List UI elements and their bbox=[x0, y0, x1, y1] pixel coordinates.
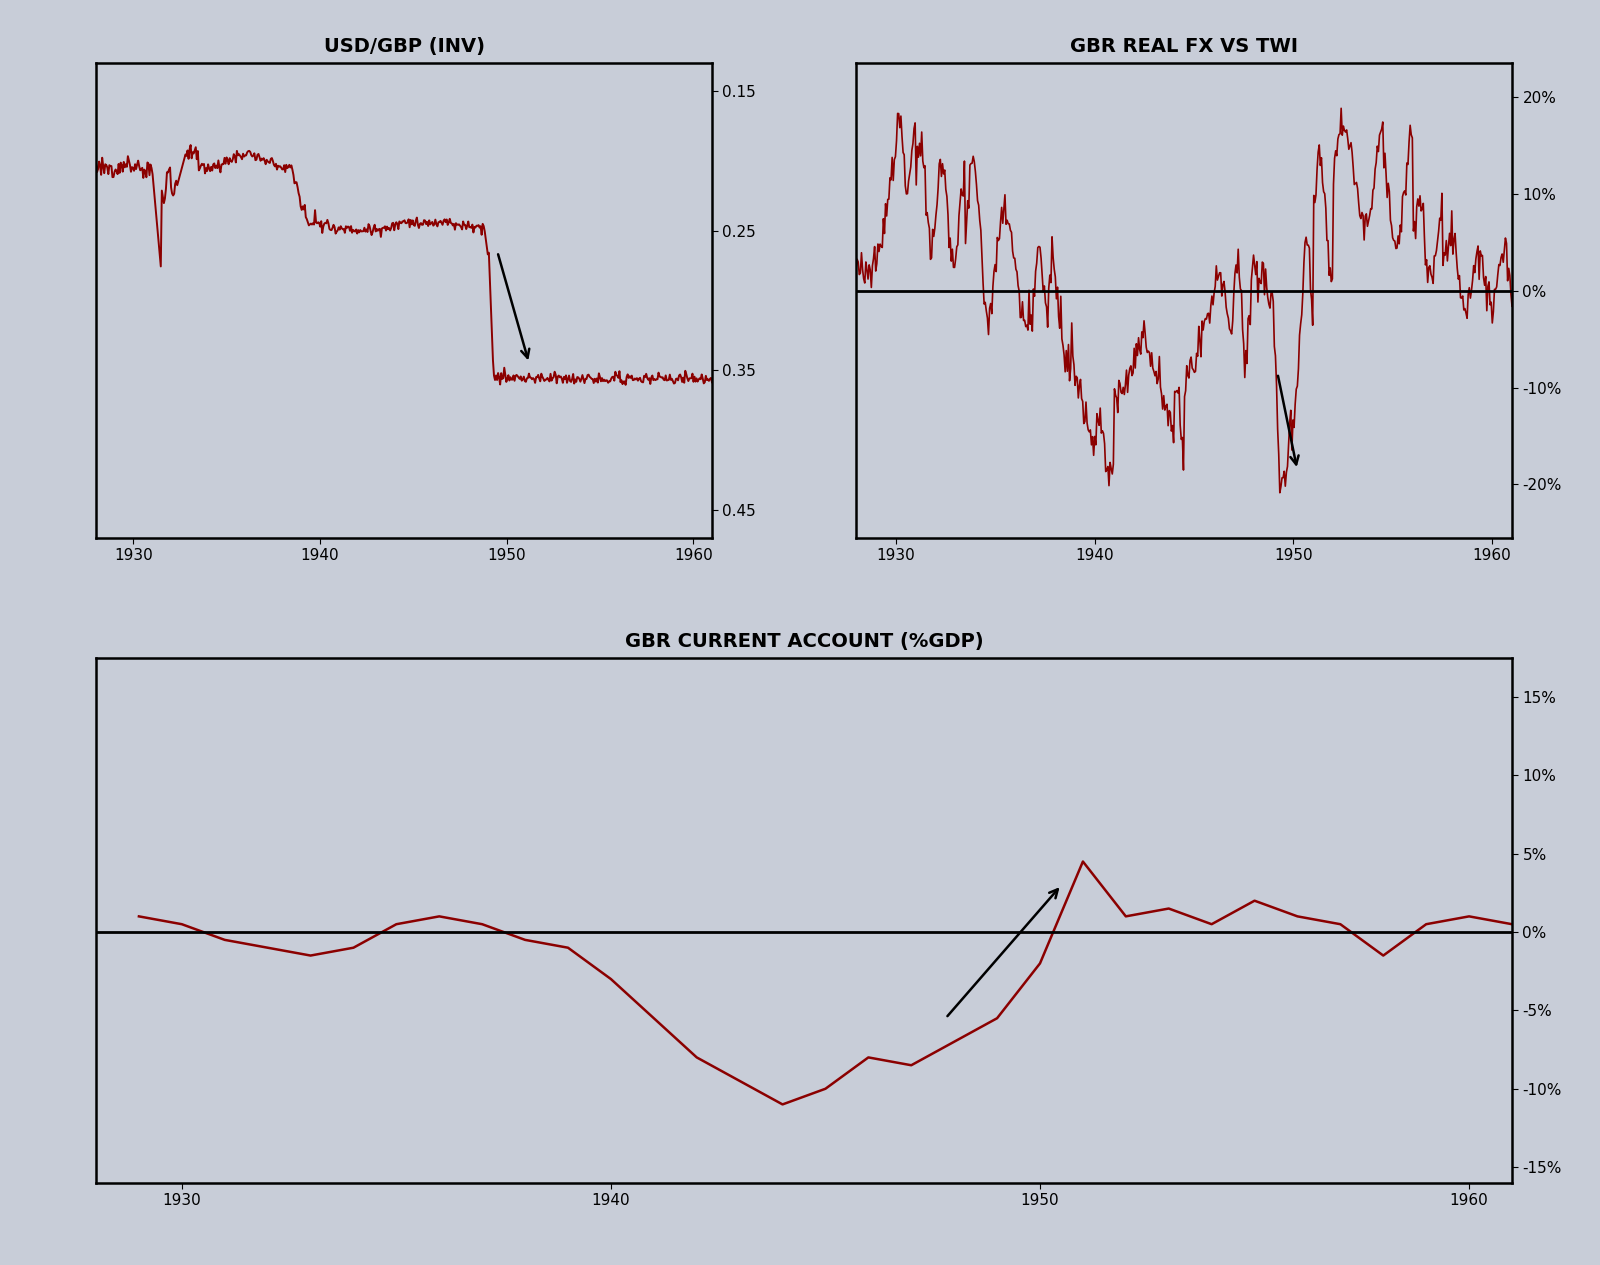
Title: GBR REAL FX VS TWI: GBR REAL FX VS TWI bbox=[1070, 37, 1298, 56]
Title: USD/GBP (INV): USD/GBP (INV) bbox=[323, 37, 485, 56]
Title: GBR CURRENT ACCOUNT (%GDP): GBR CURRENT ACCOUNT (%GDP) bbox=[624, 631, 984, 650]
